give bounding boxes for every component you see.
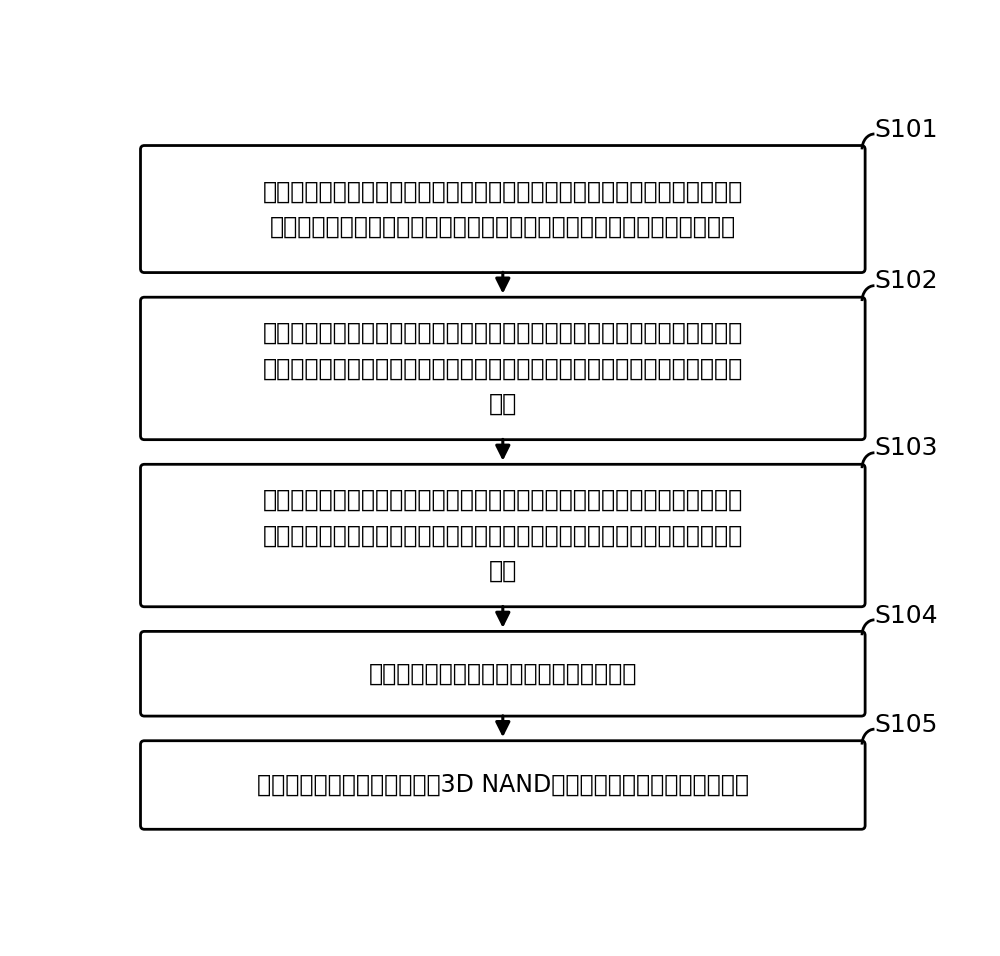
FancyBboxPatch shape <box>140 631 865 716</box>
Text: S101: S101 <box>874 118 938 141</box>
Text: 去除所述填充层的位于所述多个间隔设置的堆叠结构上的部分，以露出所述第
二牺牲层的顶面以及所述填充层的设置于相邻第二牺牲层之间的部分的顶面: 去除所述填充层的位于所述多个间隔设置的堆叠结构上的部分，以露出所述第 二牺牲层的… <box>263 180 743 239</box>
FancyBboxPatch shape <box>140 297 865 440</box>
FancyBboxPatch shape <box>140 465 865 607</box>
Text: 去除所述第二绝缘层以及所述填充层的位于相邻第二绝缘层之间的部分，以露
出所述第一牺牲层的顶面以及所述填充层的位于相邻第一牺牲层之间的部分的
顶面: 去除所述第二绝缘层以及所述填充层的位于相邻第二绝缘层之间的部分，以露 出所述第一… <box>263 489 743 583</box>
FancyBboxPatch shape <box>140 741 865 829</box>
Text: S105: S105 <box>874 713 938 737</box>
Text: 去除所述第二牺牲层以及所述填充层的位于相邻第二牺牲层之间的部分，以露
出所述第二绝缘层的顶面以及所述填充层的位于相邻第二绝缘层之间的部分的
顶面: 去除所述第二牺牲层以及所述填充层的位于相邻第二牺牲层之间的部分，以露 出所述第二… <box>263 321 743 416</box>
Text: S104: S104 <box>874 603 938 627</box>
Text: S102: S102 <box>874 270 938 293</box>
Text: 形成覆盖于所述衬底的侧壁和底部的保护层: 形成覆盖于所述衬底的侧壁和底部的保护层 <box>369 662 637 685</box>
FancyBboxPatch shape <box>140 145 865 272</box>
Text: S103: S103 <box>874 437 938 461</box>
Text: 使用第一湿法刻蚀工艺对所述3D NAND存储器进行处理并进行空洞检测: 使用第一湿法刻蚀工艺对所述3D NAND存储器进行处理并进行空洞检测 <box>257 773 749 797</box>
